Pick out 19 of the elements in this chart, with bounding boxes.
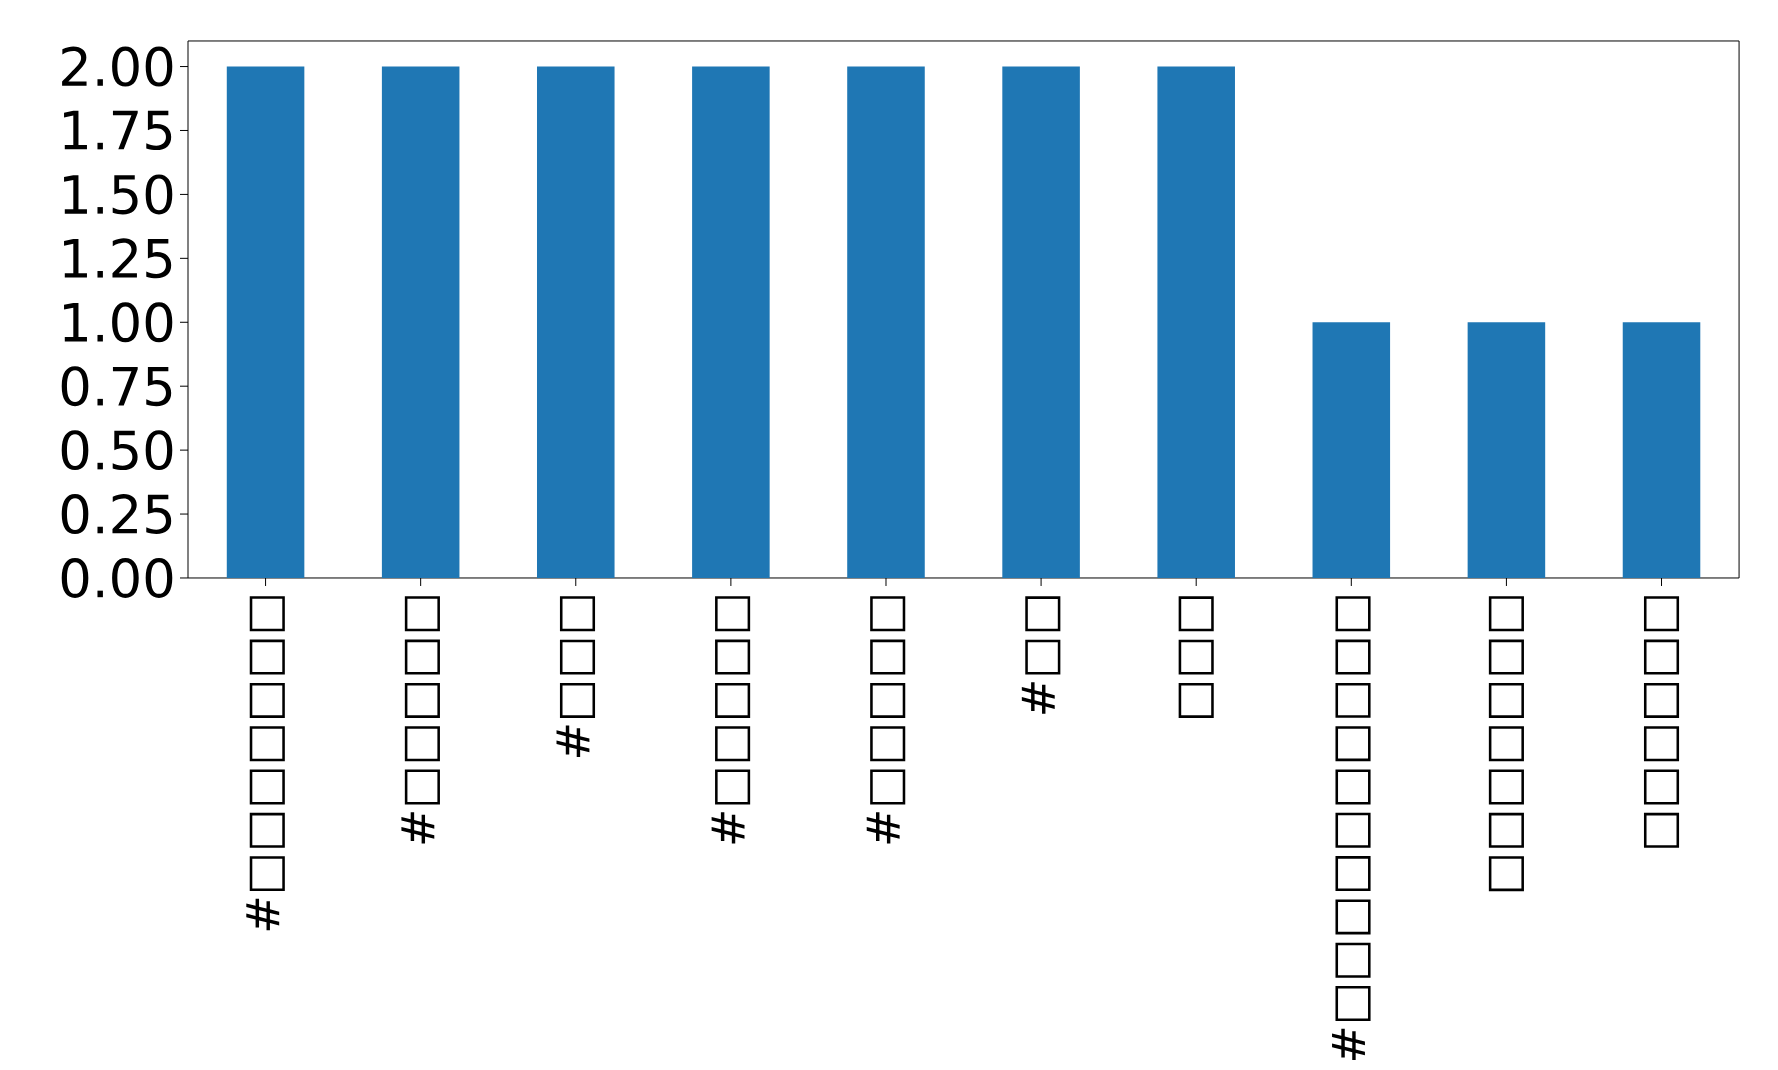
y-tick-label: 1.00 xyxy=(64,302,173,343)
y-tick-label: 0.00 xyxy=(61,558,173,599)
y-tick-label: 0.25 xyxy=(61,494,172,535)
x-tick-label: #□□□□□ xyxy=(401,596,440,844)
x-tick-label: #□□□□□□□□□□ xyxy=(1332,596,1371,1061)
x-tick-label: □□□□□□ xyxy=(1643,596,1680,849)
x-tick-label: #□□□□□□□ xyxy=(246,596,285,931)
y-tick-label: 1.50 xyxy=(64,174,173,215)
y-tick-label: 0.50 xyxy=(61,430,173,471)
x-tick-label: #□□□□□ xyxy=(711,596,751,844)
y-tick-label: 2.00 xyxy=(62,46,173,87)
x-tick-label: #□□□ xyxy=(556,596,596,758)
y-tick-label: 0.75 xyxy=(61,366,172,407)
x-tick-label: □□□□□□□ xyxy=(1488,596,1524,892)
y-tick-label: 1.75 xyxy=(64,111,172,151)
x-tick-label: □□□ xyxy=(1178,596,1214,719)
x-tick-label: #□□□□□ xyxy=(866,596,906,844)
x-tick-label: #□□ xyxy=(1021,596,1061,714)
y-tick-label: 1.25 xyxy=(64,238,172,279)
